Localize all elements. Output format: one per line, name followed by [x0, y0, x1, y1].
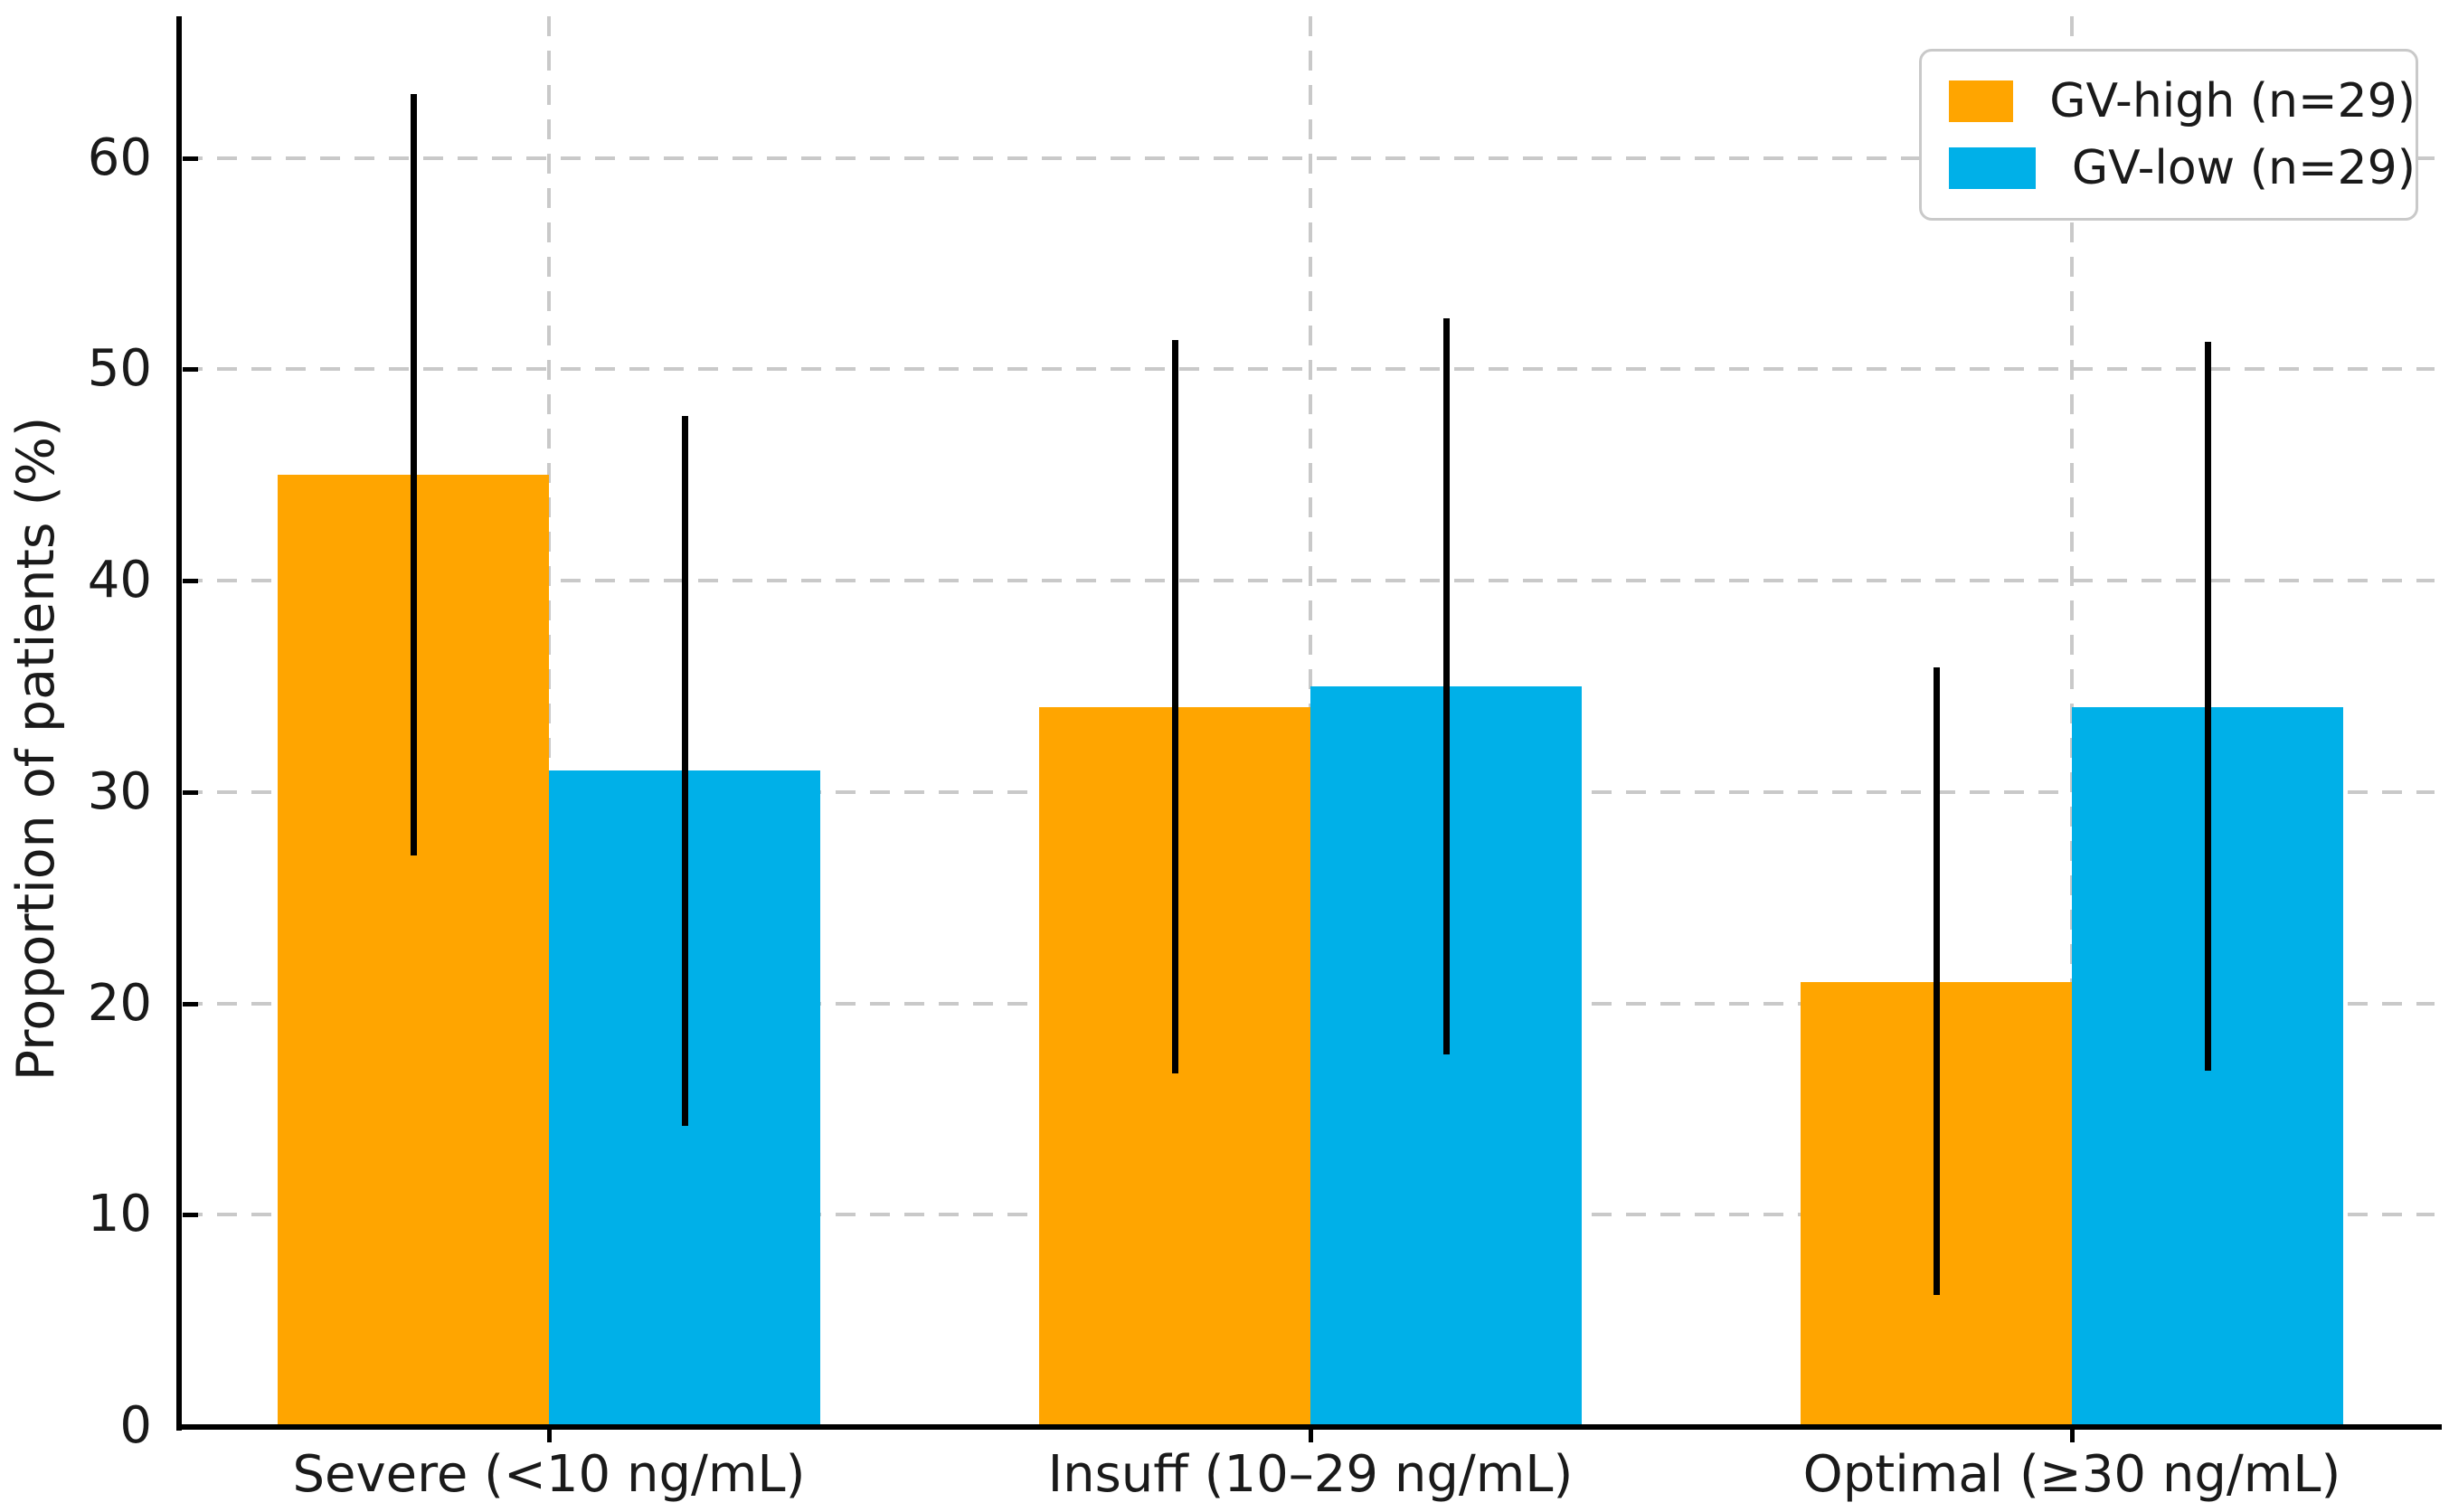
- error-bar-gv-low-1: [1443, 318, 1450, 1054]
- y-tick-mark: [183, 1001, 198, 1006]
- y-tick-label: 50: [87, 339, 152, 399]
- legend-swatch-gv-low: [1949, 147, 2036, 189]
- x-tick-label: Optimal (≥30 ng/mL): [1802, 1445, 2341, 1504]
- y-tick-label: 30: [87, 761, 152, 821]
- legend-item-gv-low: GV-low (n=29): [1949, 145, 2416, 192]
- y-tick-mark: [183, 579, 198, 584]
- legend-label-gv-low: GV-low (n=29): [2071, 141, 2416, 195]
- error-bar-gv-high-0: [411, 94, 417, 855]
- y-axis-spine: [176, 16, 182, 1431]
- y-tick-label: 20: [87, 973, 152, 1033]
- y-tick-label: 40: [87, 551, 152, 610]
- error-bar-gv-high-2: [1934, 666, 1940, 1296]
- legend-label-gv-high: GV-high (n=29): [2049, 74, 2416, 128]
- x-tick-mark: [1309, 1426, 1313, 1442]
- y-tick-mark: [183, 156, 198, 161]
- y-tick-mark: [183, 789, 198, 795]
- y-tick-mark: [183, 367, 198, 373]
- x-axis-spine: [176, 1424, 2442, 1430]
- y-tick-label: 10: [87, 1185, 152, 1244]
- y-tick-label: 60: [87, 128, 152, 187]
- y-tick-label: 0: [119, 1396, 152, 1455]
- legend-swatch-gv-high: [1949, 80, 2014, 122]
- error-bar-gv-low-2: [2205, 341, 2211, 1072]
- x-tick-mark: [547, 1426, 552, 1442]
- error-bar-gv-high-1: [1172, 339, 1178, 1073]
- legend: GV-high (n=29) GV-low (n=29): [1919, 49, 2418, 221]
- gridline-vertical: [547, 16, 551, 1426]
- x-tick-mark: [2070, 1426, 2075, 1442]
- x-tick-label: Severe (<10 ng/mL): [292, 1445, 806, 1504]
- x-tick-label: Insuff (10–29 ng/mL): [1047, 1445, 1574, 1504]
- y-axis-title: Proportion of patients (%): [6, 416, 66, 1082]
- y-tick-mark: [183, 1213, 198, 1218]
- legend-item-gv-high: GV-high (n=29): [1949, 78, 2416, 125]
- error-bar-gv-low-0: [682, 415, 688, 1127]
